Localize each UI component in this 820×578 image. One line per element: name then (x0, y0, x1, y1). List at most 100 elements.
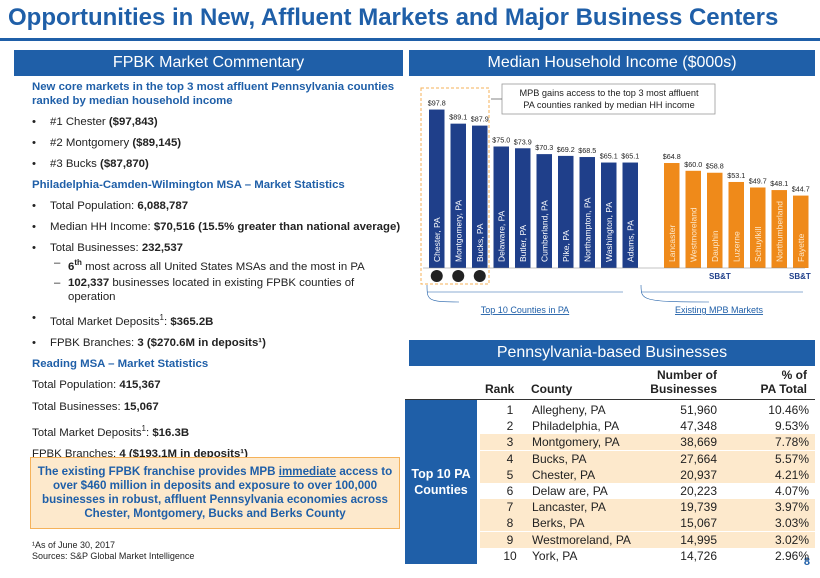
bar-value-label-5: $70.3 (535, 143, 553, 152)
top3-dashed-box (420, 87, 490, 285)
cell-pct: 9.53% (774, 419, 809, 434)
cell-pct: 3.97% (774, 500, 809, 515)
cell-rank: 4 (506, 451, 514, 466)
bar-14 (750, 187, 766, 268)
sub-bullet-fpbk-businesses: –102,337 businesses located in existing … (54, 276, 355, 303)
bar-16 (793, 195, 809, 268)
cell-pct: 2.96% (774, 548, 809, 563)
market-commentary: New core markets in the top 3 most afflu… (32, 80, 402, 469)
sub-bullet-rank: –6th most across all United States MSAs … (54, 257, 365, 273)
bank-logo-icon-2 (473, 270, 486, 282)
bullet-chester: • #1 Chester ($97,843) (32, 116, 158, 128)
bar-value-label-12: $58.8 (706, 162, 724, 171)
cell-rank: 2 (506, 419, 514, 434)
bar-9 (622, 162, 638, 268)
col-county: County (531, 382, 573, 396)
category-label-10: Lancaster (667, 225, 677, 262)
bar-3 (493, 146, 509, 268)
sbt-logo-1: SB&T (789, 272, 811, 281)
income-chart-header: Median Household Income ($000s) (409, 50, 815, 76)
cell-county: Berks, PA (532, 516, 585, 531)
cell-county: Montgomery, PA (532, 435, 620, 450)
cell-pct: 3.03% (774, 516, 809, 531)
table-row: 5 Chester, PA 20,937 4.21% (480, 466, 815, 483)
category-label-3: Delaware, PA (496, 210, 506, 262)
category-label-16: Fayette (796, 233, 806, 262)
income-chart: $97.8 Chester, PA $89.1 Montgomery, PA $87.9… (420, 83, 811, 315)
table-row: 9 Westmoreland, PA 14,995 3.02% (480, 531, 815, 548)
page-number: 8 (803, 556, 810, 568)
category-label-7: Northampton, PA (582, 197, 592, 262)
group-label-top10: Top 10 Counties in PA (481, 305, 569, 315)
bar-value-label-8: $65.1 (600, 152, 618, 161)
cell-pct: 7.78% (774, 435, 809, 450)
bar-12 (707, 172, 723, 268)
bullet-deposits: • Total Market Deposits1: $365.2B (32, 311, 214, 328)
bullet-hh-income: • Median HH Income: $70,516 (15.5% greate… (32, 221, 401, 233)
cell-num: 27,664 (680, 451, 717, 466)
bar-value-label-7: $68.5 (578, 146, 596, 155)
table-rule (405, 399, 815, 400)
category-label-13: Luzerne (731, 231, 741, 262)
bar-value-label-11: $60.0 (684, 160, 702, 169)
cell-num: 19,739 (680, 500, 717, 515)
cell-pct: 4.21% (774, 467, 809, 482)
cell-rank: 6 (506, 484, 514, 498)
bar-1 (450, 123, 466, 268)
bank-logo-icon-0 (430, 270, 443, 282)
bar-8 (601, 162, 617, 268)
bar-value-label-2: $87.9 (471, 115, 489, 124)
bar-13 (728, 181, 744, 268)
bar-value-label-0: $97.8 (428, 99, 446, 108)
col-num-line1: Number of (657, 368, 717, 382)
category-label-11: Westmoreland (688, 207, 698, 262)
bar-5 (536, 154, 552, 268)
col-pct-line1: % of (781, 368, 807, 382)
bullet-bucks: • #3 Bucks ($87,870) (32, 158, 149, 170)
category-label-4: Butler, PA (518, 225, 528, 262)
cell-pct: 5.57% (774, 451, 809, 466)
bullet-population: • Total Population: 6,088,787 (32, 200, 189, 212)
table-row: 1 Allegheny, PA 51,960 10.46% (480, 402, 815, 418)
bar-value-label-15: $48.1 (770, 179, 788, 188)
bar-value-label-13: $53.1 (727, 171, 745, 180)
category-label-1: Montgomery, PA (453, 200, 463, 262)
bar-6 (558, 155, 574, 268)
cell-num: 47,348 (680, 419, 717, 434)
bar-11 (685, 170, 701, 268)
footnotes: ¹As of June 30, 2017 Sources: S&P Global… (32, 540, 194, 562)
cell-rank: 10 (503, 548, 517, 563)
page-title: Opportunities in New, Affluent Markets a… (8, 4, 779, 31)
cell-rank: 9 (506, 532, 514, 547)
cell-county: Bucks, PA (532, 451, 587, 466)
category-label-5: Cumberland, PA (539, 200, 549, 262)
cell-rank: 8 (506, 516, 514, 531)
annotation-line1: MPB gains access to the top 3 most afflu… (519, 88, 699, 98)
category-label-0: Chester, PA (432, 217, 442, 262)
col-rank: Rank (485, 382, 515, 396)
cell-county: Allegheny, PA (532, 403, 606, 417)
footnote-sources: Sources: S&P Global Market Intelligence (32, 551, 195, 561)
table-row: 7 Lancaster, PA 19,739 3.97% (480, 499, 815, 516)
reading-deposits: Total Market Deposits1: $16.3B (32, 423, 190, 439)
bar-value-label-6: $69.2 (557, 145, 575, 154)
category-label-15: Northumberland (774, 201, 784, 262)
bullet-businesses: • Total Businesses: 232,537 (32, 242, 183, 254)
table-header: Rank County Number of Businesses % of PA… (405, 366, 815, 396)
category-label-8: Washington, PA (604, 202, 614, 262)
category-label-6: Pike, PA (561, 230, 571, 262)
msa-title: Philadelphia-Camden-Wilmington MSA – Mar… (32, 179, 345, 191)
cell-county: Lancaster, PA (532, 500, 606, 515)
bullet-branches: • FPBK Branches: 3 ($270.6M in deposits¹) (32, 336, 266, 349)
cell-county: Chester, PA (532, 467, 596, 482)
cell-county: Delaw are, PA (532, 484, 608, 498)
cell-pct: 10.46% (768, 403, 809, 417)
reading-businesses: Total Businesses: 15,067 (32, 400, 159, 413)
cell-rank: 1 (506, 403, 514, 417)
cell-num: 38,669 (680, 435, 717, 450)
category-label-12: Dauphin (710, 230, 720, 262)
franchise-callout: The existing FPBK franchise provides MPB… (30, 457, 400, 529)
bar-value-label-4: $73.9 (514, 137, 532, 146)
bar-value-label-3: $75.0 (492, 136, 510, 145)
table-row: 3 Montgomery, PA 38,669 7.78% (480, 434, 815, 451)
